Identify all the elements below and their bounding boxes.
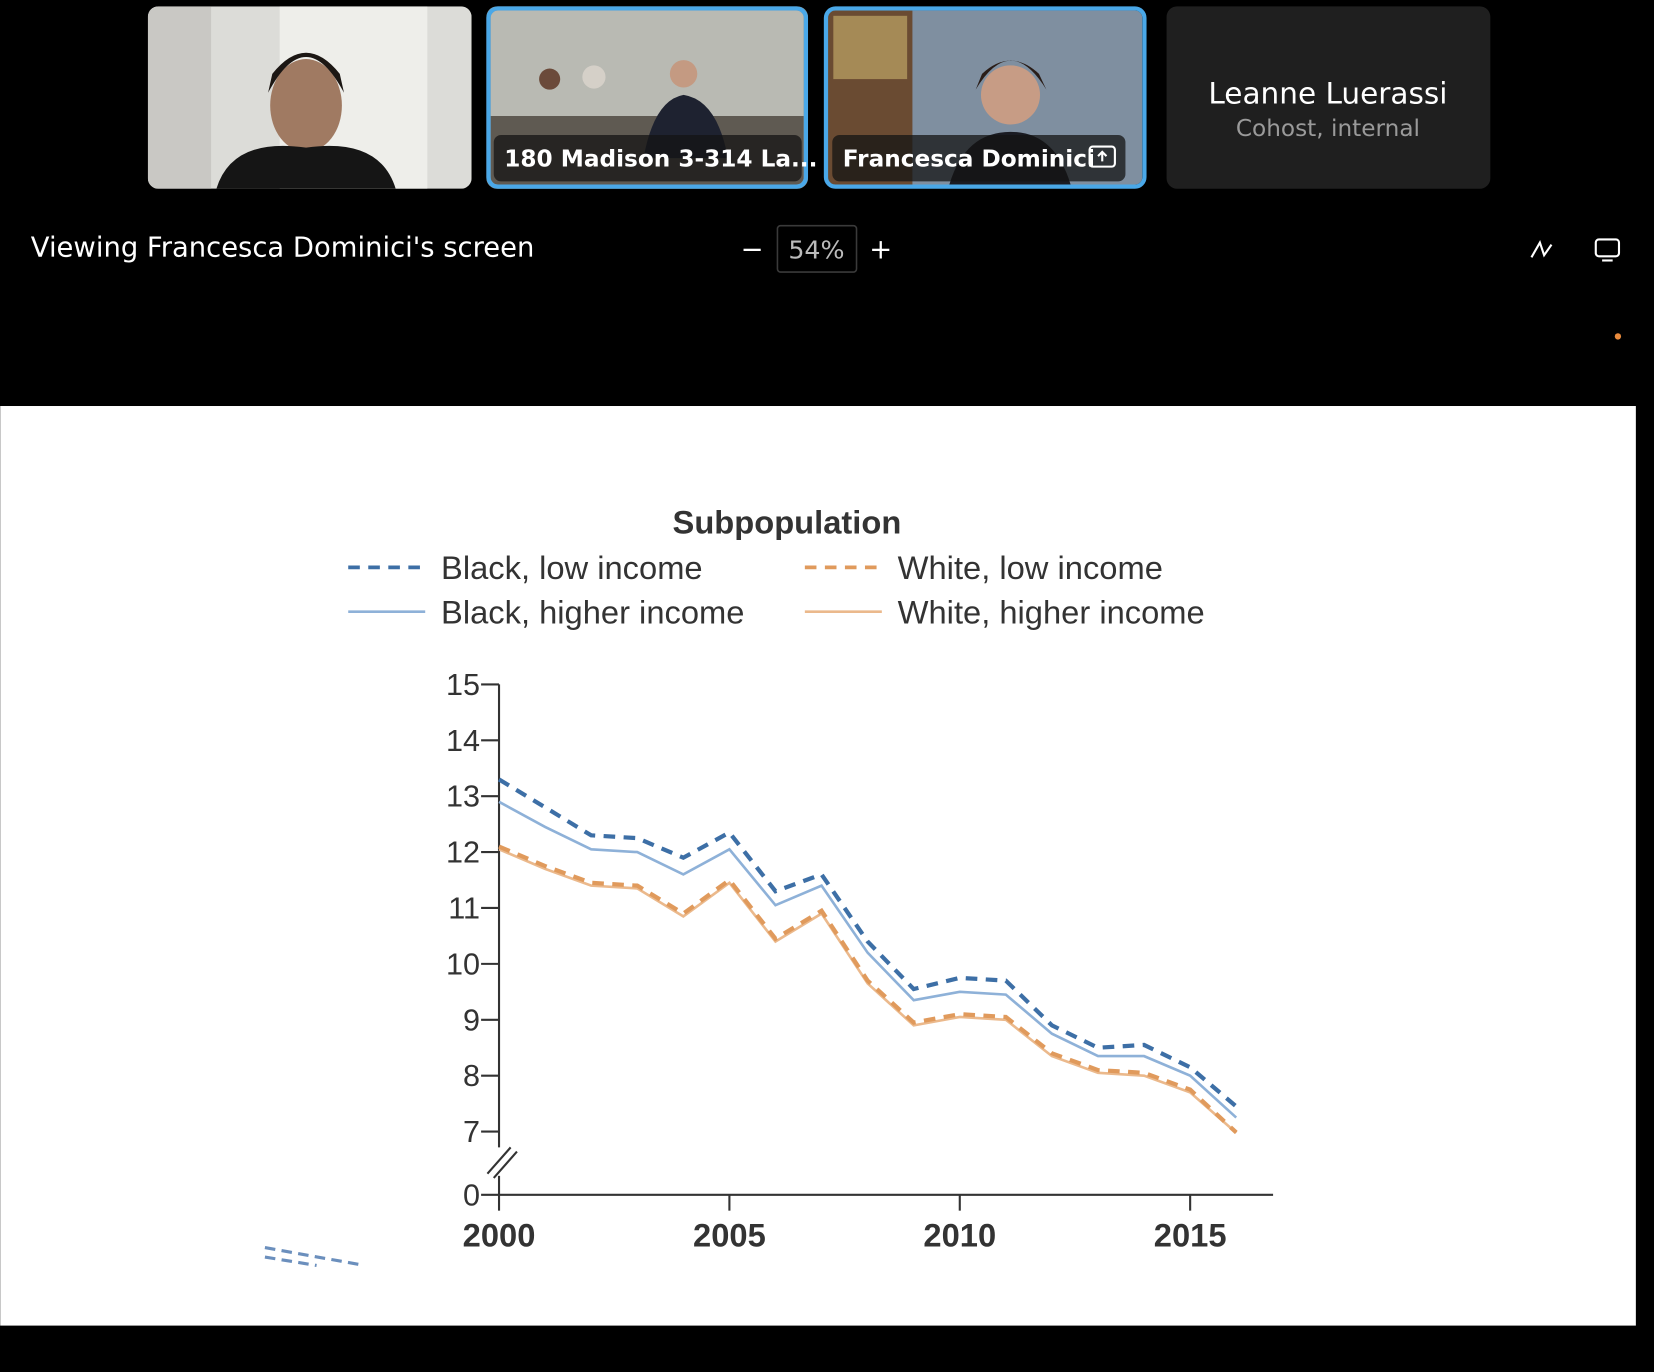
share-icon xyxy=(1088,145,1116,168)
video-tile[interactable]: Francesca Dominici xyxy=(823,6,1147,189)
y-tick-label: 11 xyxy=(448,892,480,926)
data-line xyxy=(498,844,1238,1135)
shared-screen xyxy=(0,406,1636,1326)
video-tile[interactable] xyxy=(147,6,472,189)
y-tick-label: 10 xyxy=(446,947,480,981)
y-tick-label: 8 xyxy=(463,1059,480,1093)
chart: Subpopulation 0 7 8 9 10 11 12 13 14 15 2000 2005 20… xyxy=(348,504,1274,1254)
zoom-out-button[interactable]: − xyxy=(741,234,764,265)
view-options-button[interactable] xyxy=(1594,238,1621,262)
legend-label: White, low income xyxy=(898,549,1163,586)
zoom-level[interactable]: 54% xyxy=(788,235,844,264)
participant-role: Cohost, internal xyxy=(1236,115,1420,142)
axis-break xyxy=(486,1146,518,1179)
video-tile[interactable]: Leanne Luerassi Cohost, internal xyxy=(1166,6,1491,189)
y-tick-label: 15 xyxy=(446,668,480,702)
video-tile[interactable]: 180 Madison 3-314 La... xyxy=(486,6,817,189)
x-tick-label: 2015 xyxy=(1154,1217,1227,1254)
annotate-button[interactable] xyxy=(1530,239,1553,258)
legend-label: Black, higher income xyxy=(441,593,744,630)
participant-name: 180 Madison 3-314 La... xyxy=(504,146,817,173)
participant-name: Leanne Luerassi xyxy=(1208,76,1447,110)
data-line xyxy=(498,800,1238,1119)
share-title: Viewing Francesca Dominici's screen xyxy=(31,232,535,263)
x-tick-label: 2005 xyxy=(693,1217,766,1254)
y-tick-label: 13 xyxy=(446,780,480,814)
x-tick-label: 2010 xyxy=(923,1217,996,1254)
data-line xyxy=(497,777,1238,1109)
status-dot xyxy=(1614,333,1622,340)
x-tick-label: 2000 xyxy=(463,1217,536,1254)
zoom-in-button[interactable]: + xyxy=(869,234,892,265)
y-tick-label: 9 xyxy=(463,1003,480,1037)
participant-name: Francesca Dominici xyxy=(843,146,1095,173)
cropped-fragment xyxy=(264,1246,360,1268)
legend-title: Subpopulation xyxy=(673,504,902,541)
y-tick-label: 7 xyxy=(463,1115,480,1149)
zoom-box[interactable] xyxy=(776,224,858,273)
y-tick-label: 14 xyxy=(446,724,480,758)
legend-label: White, higher income xyxy=(898,593,1205,630)
y-tick-label: 12 xyxy=(446,836,480,870)
legend-label: Black, low income xyxy=(441,549,703,586)
y-tick-label: 0 xyxy=(463,1178,480,1212)
